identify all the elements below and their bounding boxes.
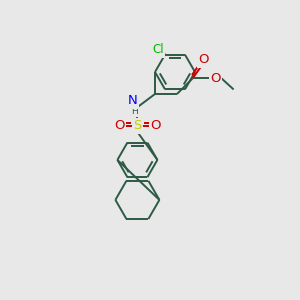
Text: N: N	[128, 94, 137, 107]
Text: O: O	[114, 119, 125, 132]
Text: S: S	[133, 119, 142, 132]
Text: O: O	[198, 53, 209, 66]
Text: H: H	[131, 107, 138, 116]
Text: O: O	[210, 72, 221, 85]
Text: O: O	[150, 119, 161, 132]
Text: Cl: Cl	[152, 43, 164, 56]
